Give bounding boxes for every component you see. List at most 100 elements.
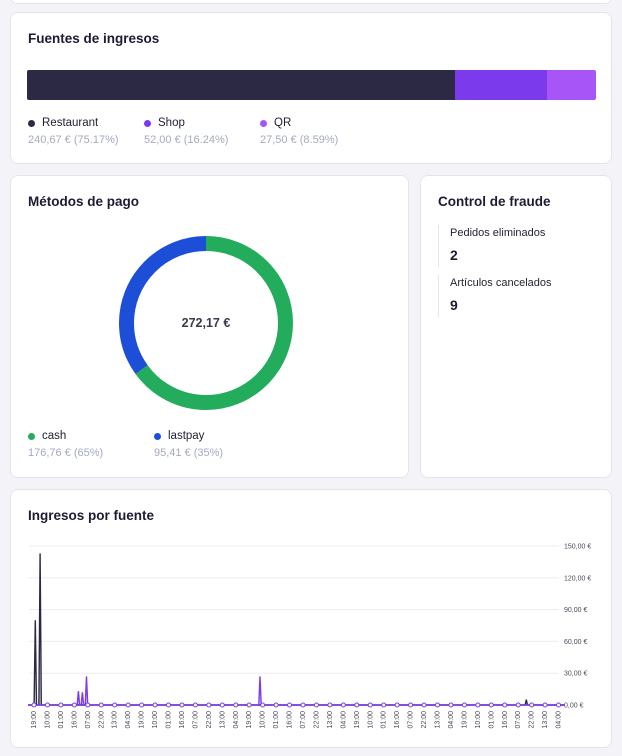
x-tick-label: 13:00 bbox=[112, 711, 119, 729]
data-point-marker bbox=[71, 702, 77, 708]
y-tick-label: 150,00 € bbox=[564, 544, 591, 551]
x-tick-label: 07:00 bbox=[515, 711, 522, 729]
revenue-sources-card: Fuentes de ingresos Restaurant 240,67 € … bbox=[10, 12, 612, 164]
fraud-stat-deleted-orders: Pedidos eliminados 2 bbox=[438, 225, 545, 267]
x-tick-label: 16:00 bbox=[71, 711, 78, 729]
legend-value: 95,41 € (35%) bbox=[154, 447, 224, 459]
data-point-marker bbox=[327, 702, 333, 708]
legend-value: 27,50 € (8.59%) bbox=[260, 134, 339, 146]
fraud-stat-label: Pedidos eliminados bbox=[450, 227, 546, 239]
data-point-marker bbox=[58, 702, 64, 708]
fraud-control-card: Control de fraude Pedidos eliminados 2 A… bbox=[420, 175, 612, 478]
data-point-marker bbox=[300, 702, 306, 708]
data-point-marker bbox=[354, 702, 360, 708]
data-point-marker bbox=[273, 702, 279, 708]
x-tick-label: 01:00 bbox=[381, 711, 388, 729]
revenue-by-source-title: Ingresos por fuente bbox=[28, 508, 155, 523]
legend-item-restaurant[interactable]: Restaurant 240,67 € (75.17%) bbox=[28, 117, 119, 146]
y-tick-label: 60,00 € bbox=[564, 639, 587, 646]
data-point-marker bbox=[44, 702, 50, 708]
revenue-sources-title: Fuentes de ingresos bbox=[28, 31, 160, 46]
x-tick-label: 13:00 bbox=[327, 711, 334, 729]
data-point-marker bbox=[206, 702, 212, 708]
data-point-marker bbox=[475, 702, 481, 708]
x-tick-label: 01:00 bbox=[488, 711, 495, 729]
data-point-marker bbox=[461, 702, 467, 708]
data-point-marker bbox=[448, 702, 454, 708]
x-tick-label: 10:00 bbox=[152, 711, 159, 729]
x-tick-label: 01:00 bbox=[58, 711, 65, 729]
data-point-marker bbox=[556, 702, 562, 708]
fraud-stat-label: Artículos cancelados bbox=[450, 277, 552, 289]
x-tick-label: 22:00 bbox=[529, 711, 536, 729]
data-point-marker bbox=[542, 702, 548, 708]
data-point-marker bbox=[502, 702, 508, 708]
revenue-by-source-chart: 0,00 € 30,00 € 60,00 € 90,00 € 120,00 € 150,0… bbox=[28, 544, 591, 729]
stacked-bar-segment-qr[interactable] bbox=[547, 70, 596, 100]
data-point-marker bbox=[98, 702, 104, 708]
x-tick-label: 16:00 bbox=[287, 711, 294, 729]
legend-item-qr[interactable]: QR 27,50 € (8.59%) bbox=[260, 117, 338, 146]
y-tick-label: 90,00 € bbox=[564, 607, 587, 614]
payment-methods-title: Métodos de pago bbox=[28, 194, 139, 209]
fraud-stat-value: 9 bbox=[450, 297, 458, 313]
legend-label: Restaurant bbox=[42, 117, 99, 129]
data-point-marker bbox=[488, 702, 494, 708]
data-point-marker bbox=[529, 702, 535, 708]
series-line bbox=[28, 553, 565, 706]
x-tick-label: 10:00 bbox=[475, 711, 482, 729]
data-point-marker bbox=[381, 702, 387, 708]
x-tick-label: 19:00 bbox=[461, 711, 468, 729]
data-point-marker bbox=[421, 702, 427, 708]
data-point-marker bbox=[260, 702, 266, 708]
legend-dot-icon bbox=[154, 432, 161, 440]
x-tick-label: 22:00 bbox=[98, 711, 105, 729]
revenue-sources-stacked-bar bbox=[27, 70, 596, 100]
x-tick-label: 19:00 bbox=[31, 711, 38, 729]
data-point-marker bbox=[139, 702, 145, 708]
stacked-bar-segment-restaurant[interactable] bbox=[27, 70, 455, 100]
x-tick-label: 10:00 bbox=[44, 711, 51, 729]
data-point-marker bbox=[233, 702, 239, 708]
y-tick-label: 30,00 € bbox=[564, 671, 587, 678]
legend-item-lastpay[interactable]: lastpay 95,41 € (35%) bbox=[154, 430, 223, 459]
legend-dot-icon bbox=[28, 119, 35, 127]
legend-dot-icon bbox=[28, 432, 35, 440]
revenue-by-source-card: Ingresos por fuente 0,00 € 30,00 € 60,00 €… bbox=[10, 489, 612, 748]
legend-dot-icon bbox=[144, 119, 151, 127]
legend-item-shop[interactable]: Shop 52,00 € (16.24%) bbox=[144, 117, 228, 146]
series-area bbox=[28, 553, 565, 705]
payment-methods-donut bbox=[119, 236, 293, 410]
y-tick-label: 120,00 € bbox=[564, 575, 591, 582]
x-tick-label: 04:00 bbox=[233, 711, 240, 729]
x-tick-label: 04:00 bbox=[556, 711, 563, 729]
data-point-marker bbox=[287, 702, 293, 708]
donut-segment-lastpay[interactable] bbox=[119, 236, 293, 410]
previous-card-edge bbox=[10, 0, 612, 4]
data-point-marker bbox=[246, 702, 252, 708]
data-point-marker bbox=[313, 702, 319, 708]
legend-label: cash bbox=[42, 430, 67, 442]
legend-item-cash[interactable]: cash 176,76 € (65%) bbox=[28, 430, 103, 459]
x-tick-label: 04:00 bbox=[340, 711, 347, 729]
data-point-marker bbox=[179, 702, 185, 708]
data-point-marker bbox=[125, 702, 131, 708]
x-tick-label: 07:00 bbox=[408, 711, 415, 729]
data-point-marker bbox=[112, 702, 118, 708]
x-tick-label: 04:00 bbox=[125, 711, 132, 729]
legend-value: 176,76 € (65%) bbox=[28, 447, 104, 459]
legend-dot-icon bbox=[260, 119, 267, 127]
x-tick-label: 01:00 bbox=[166, 711, 173, 729]
data-point-marker bbox=[219, 702, 225, 708]
x-tick-label: 13:00 bbox=[435, 711, 442, 729]
x-tick-label: 19:00 bbox=[246, 711, 253, 729]
data-point-marker bbox=[152, 702, 158, 708]
x-tick-label: 13:00 bbox=[542, 711, 549, 729]
legend-label: QR bbox=[274, 117, 292, 129]
stacked-bar-segment-shop[interactable] bbox=[454, 70, 548, 100]
data-point-marker bbox=[340, 702, 346, 708]
data-point-marker bbox=[85, 702, 91, 708]
x-tick-label: 16:00 bbox=[502, 711, 509, 729]
x-tick-label: 22:00 bbox=[421, 711, 428, 729]
fraud-stat-cancelled-items: Artículos cancelados 9 bbox=[438, 275, 552, 317]
